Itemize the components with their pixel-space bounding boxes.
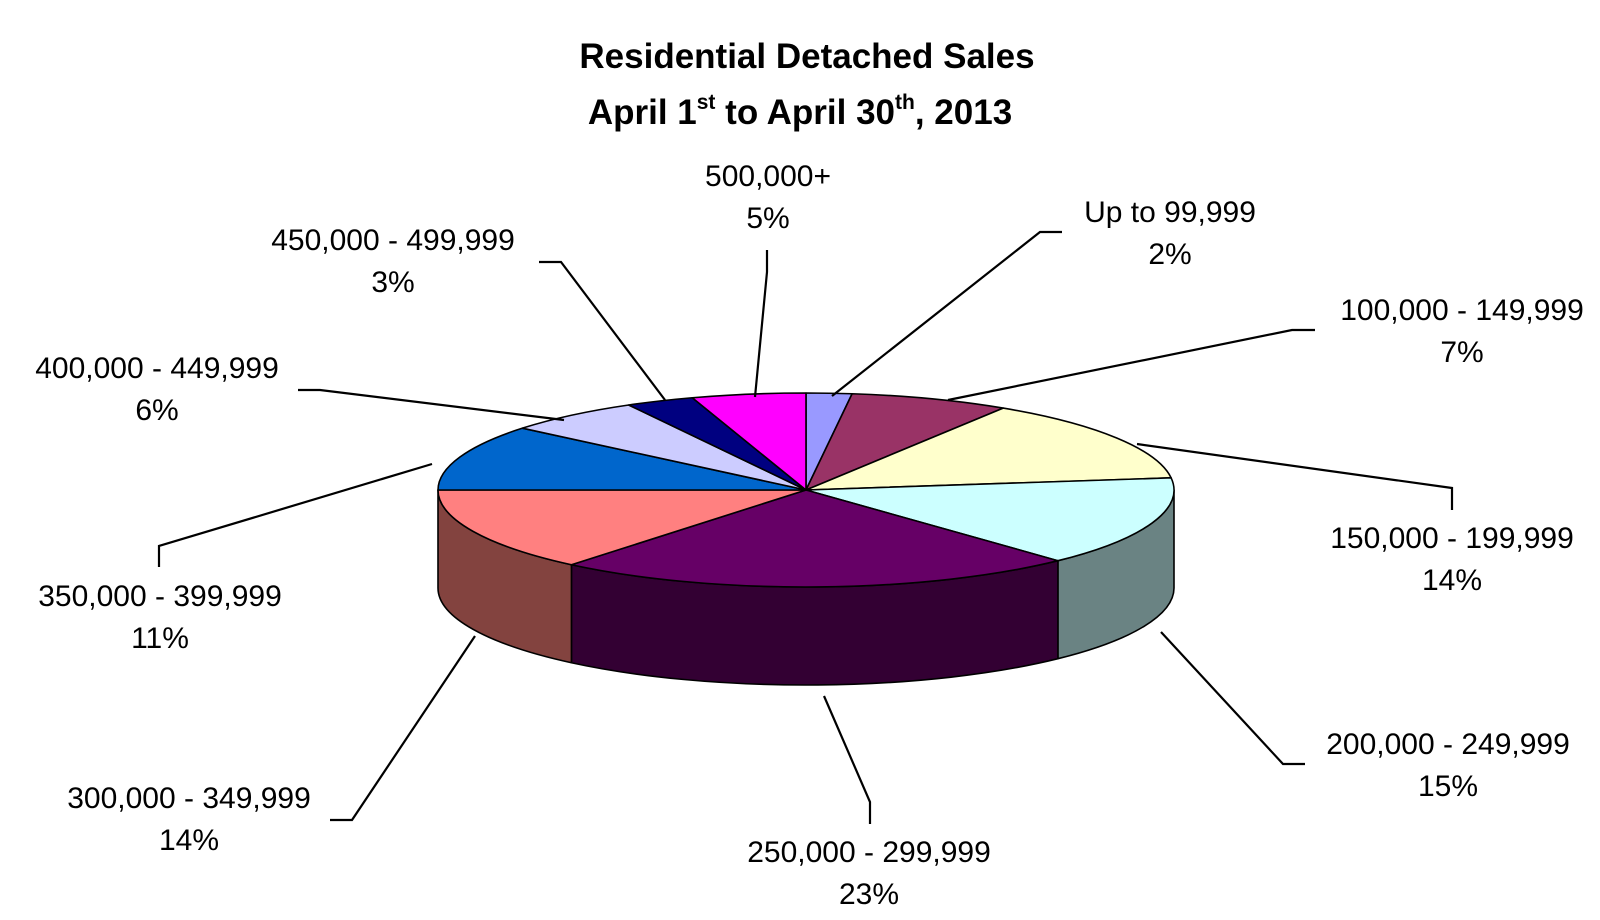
slice-label-150-000-199-999: 150,000 - 199,999 — [1330, 522, 1574, 555]
pie-slice-200-000-249-999 — [805, 477, 1175, 562]
leader-line-200-000-249-999 — [1160, 631, 1305, 766]
slice-percent-500-000: 5% — [746, 202, 789, 235]
pie-slice-350-000-399-999 — [437, 427, 807, 491]
slice-percent-up-to-99-999: 2% — [1148, 238, 1191, 271]
pie-slice-250-000-299-999 — [570, 489, 1059, 588]
pie-slice-400-000-449-999 — [521, 404, 807, 491]
leader-line-450-000-499-999 — [539, 260, 666, 401]
slice-percent-200-000-249-999: 15% — [1418, 770, 1478, 803]
leader-line-500-000 — [753, 250, 769, 398]
title-date-start: April 1 — [588, 93, 697, 132]
leader-line-400-000-449-999 — [298, 388, 565, 422]
leader-line-300-000-349-999 — [330, 635, 476, 822]
slice-percent-100-000-149-999: 7% — [1440, 336, 1483, 369]
slice-percent-400-000-449-999: 6% — [135, 394, 178, 427]
title-date-end: , 2013 — [915, 93, 1012, 132]
pie-slice-150-000-199-999 — [805, 407, 1172, 491]
pie-slice-500-000 — [691, 392, 807, 491]
leader-line-150-000-199-999 — [1136, 442, 1454, 510]
leader-line-up-to-99-999 — [831, 230, 1062, 397]
slice-label-250-000-299-999: 250,000 - 299,999 — [747, 836, 991, 869]
pie-slice-300-000-349-999 — [437, 489, 807, 566]
slice-percent-300-000-349-999: 14% — [159, 824, 219, 857]
chart-title-line-2: April 1st to April 30th, 2013 — [588, 91, 1012, 132]
pie-sides-group — [437, 489, 1175, 686]
chart-title-line-1: Residential Detached Sales — [579, 37, 1034, 76]
title-date-mid: to April 30 — [715, 93, 895, 132]
slice-percent-150-000-199-999: 14% — [1422, 564, 1482, 597]
slice-label-350-000-399-999: 350,000 - 399,999 — [38, 580, 282, 613]
slice-label-200-000-249-999: 200,000 - 249,999 — [1326, 728, 1570, 761]
slice-label-450-000-499-999: 450,000 - 499,999 — [271, 224, 515, 257]
title-superscript-start: st — [697, 91, 716, 114]
leader-line-100-000-149-999 — [947, 328, 1315, 402]
pie-tops-group — [437, 392, 1175, 588]
slice-label-100-000-149-999: 100,000 - 149,999 — [1340, 294, 1584, 327]
slice-percent-450-000-499-999: 3% — [371, 266, 414, 299]
slice-label-400-000-449-999: 400,000 - 449,999 — [35, 352, 279, 385]
slice-percent-250-000-299-999: 23% — [839, 878, 899, 911]
leader-line-350-000-399-999 — [157, 462, 433, 567]
slice-label-300-000-349-999: 300,000 - 349,999 — [67, 782, 311, 815]
leader-lines-group — [157, 230, 1454, 824]
slice-label-500-000: 500,000+ — [705, 160, 831, 193]
slice-labels-group: Up to 99,999 2% 100,000 - 149,999 7% 150,000… — [35, 160, 1584, 911]
pie-slice-100-000-149-999 — [805, 392, 1004, 491]
leader-line-250-000-299-999 — [822, 695, 872, 824]
title-superscript-end: th — [895, 91, 915, 114]
slice-percent-350-000-399-999: 11% — [131, 622, 189, 655]
slice-label-up-to-99-999: Up to 99,999 — [1084, 196, 1256, 229]
